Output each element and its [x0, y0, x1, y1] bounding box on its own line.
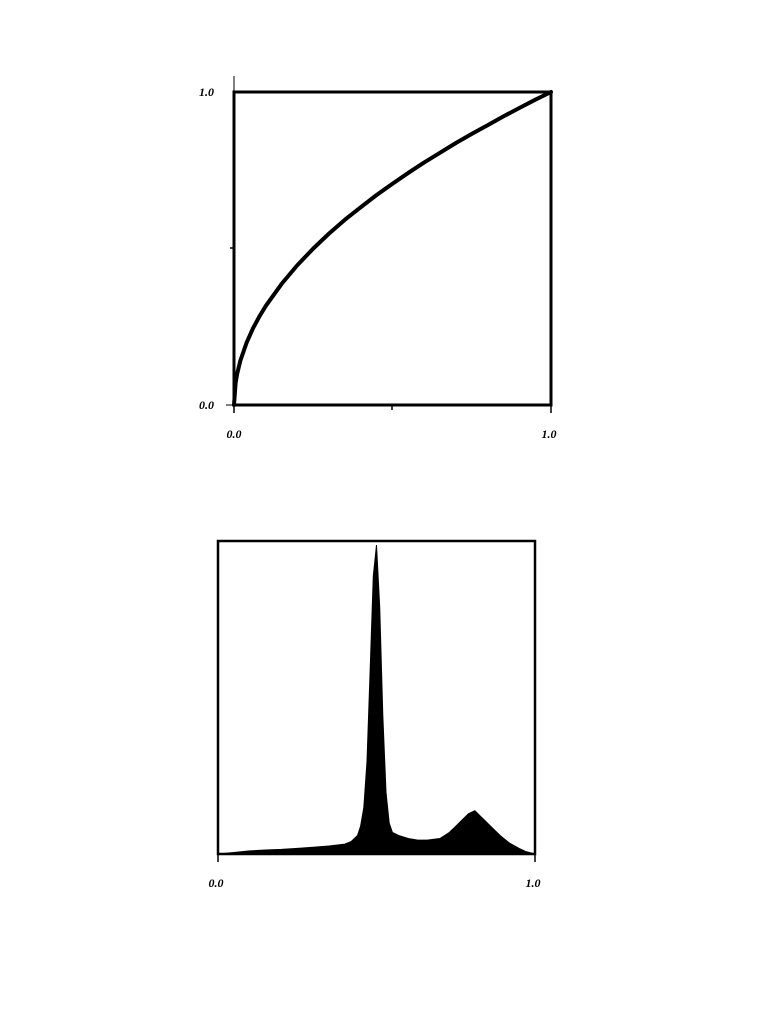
x-tick-label-right: 1.0	[526, 876, 541, 890]
y-tick-label-bottom: 0.0	[199, 398, 214, 412]
curve-panel: 1.0 0.0 0.0 1.0	[199, 76, 557, 441]
y-tick-label-top: 1.0	[199, 85, 214, 99]
x-tick-label-left: 0.0	[227, 427, 242, 441]
x-tick-label-left: 0.0	[209, 876, 224, 890]
histogram-panel: 0.0 1.0	[209, 539, 541, 890]
x-tick-label-right: 1.0	[542, 427, 557, 441]
histogram-area	[217, 544, 536, 855]
plot-frame	[216, 539, 537, 856]
series-line	[232, 90, 553, 407]
plot-frame	[232, 90, 553, 407]
